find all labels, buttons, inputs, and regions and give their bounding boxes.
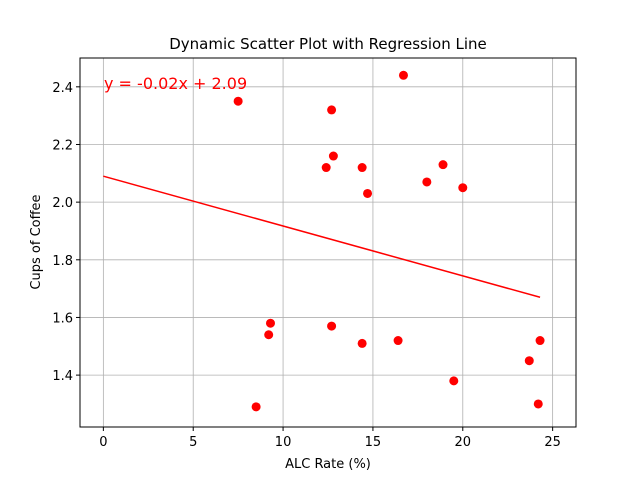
regression-layer bbox=[103, 175, 541, 298]
y-axis-ticks: 1.4 1.6 1.8 2.0 2.2 2.4 bbox=[52, 81, 80, 384]
data-point bbox=[363, 188, 373, 198]
y-axis-label: Cups of Coffee bbox=[29, 194, 44, 289]
data-point bbox=[357, 338, 367, 348]
data-point bbox=[533, 399, 543, 409]
x-tick-label: 5 bbox=[189, 435, 197, 450]
data-point bbox=[264, 330, 274, 340]
x-axis-label: ALC Rate (%) bbox=[285, 457, 371, 472]
chart-title: Dynamic Scatter Plot with Regression Lin… bbox=[169, 35, 487, 53]
data-point bbox=[524, 356, 534, 366]
data-point bbox=[357, 163, 367, 173]
data-point bbox=[458, 183, 468, 193]
data-point bbox=[398, 70, 408, 80]
x-tick-label: 25 bbox=[544, 435, 561, 450]
data-point bbox=[449, 376, 459, 386]
data-point bbox=[438, 160, 448, 170]
x-tick-label: 0 bbox=[99, 435, 107, 450]
grid-lines bbox=[80, 58, 576, 427]
y-tick-label: 1.4 bbox=[52, 369, 73, 384]
y-tick-label: 1.6 bbox=[52, 311, 73, 326]
regression-line bbox=[103, 175, 541, 298]
y-tick-label: 2.4 bbox=[52, 81, 73, 96]
data-point bbox=[393, 336, 403, 346]
data-point bbox=[535, 336, 545, 346]
data-point bbox=[321, 163, 331, 173]
data-point bbox=[327, 105, 337, 115]
x-tick-label: 15 bbox=[365, 435, 382, 450]
x-tick-label: 10 bbox=[275, 435, 292, 450]
x-axis-ticks: 0 5 10 15 20 25 bbox=[99, 427, 561, 450]
data-point bbox=[422, 177, 432, 187]
data-point bbox=[251, 402, 261, 412]
plot-frame bbox=[79, 57, 577, 428]
data-point bbox=[328, 151, 338, 161]
data-point bbox=[327, 321, 337, 331]
x-tick-label: 20 bbox=[455, 435, 472, 450]
regression-equation: y = -0.02x + 2.09 bbox=[104, 74, 247, 93]
data-point bbox=[265, 318, 275, 328]
data-points bbox=[233, 70, 545, 412]
y-tick-label: 2.0 bbox=[52, 196, 73, 211]
y-tick-label: 1.8 bbox=[52, 254, 73, 269]
data-point bbox=[233, 96, 243, 106]
y-tick-label: 2.2 bbox=[52, 138, 73, 153]
